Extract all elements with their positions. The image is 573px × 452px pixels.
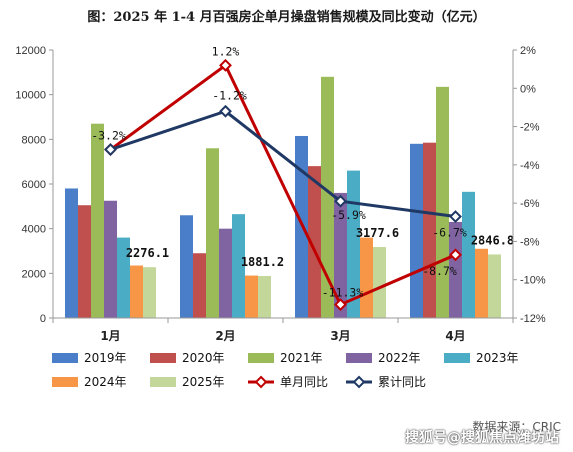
y-axis-tick-label: 6000: [22, 179, 46, 191]
bar: [321, 76, 334, 318]
legend-label: 2024年: [84, 375, 127, 389]
y2-axis-tick-label: -4%: [520, 160, 540, 172]
line-series: [109, 63, 457, 307]
legend-swatch: [52, 353, 78, 363]
bar: [130, 265, 143, 318]
bar-value-label: 3177.6: [356, 226, 399, 240]
bar: [180, 215, 193, 318]
legend-label: 2021年: [280, 351, 323, 365]
legend-swatch: [52, 377, 78, 387]
legend-label: 累计同比: [378, 375, 426, 389]
line-value-label: -3.2%: [91, 129, 126, 143]
watermark: 搜狐号@搜狐焦点潍坊站: [405, 430, 559, 446]
bar: [334, 192, 347, 318]
bar: [449, 221, 462, 318]
bar: [65, 188, 78, 318]
line-point: [334, 298, 347, 312]
line-series: [110, 109, 456, 219]
y2-axis-tick-label: -2%: [520, 122, 540, 134]
bar: [410, 143, 423, 318]
y2-axis-tick-label: -8%: [520, 236, 540, 248]
line-point: [104, 143, 117, 156]
bar: [193, 253, 206, 318]
line-point: [219, 104, 232, 118]
chart-title: 图：2025 年 1-4 月百强房企单月操盘销售规模及同比变动（亿元）: [87, 10, 486, 25]
bar-value-label: 1881.2: [241, 255, 284, 269]
y2-axis-tick-label: 0%: [520, 83, 536, 95]
y-axis-tick-label: 0: [40, 313, 46, 325]
source-text: 数据来源：CRIC: [472, 420, 561, 434]
line-value-label: -5.9%: [331, 208, 366, 222]
bar: [462, 191, 475, 318]
legend-label: 2022年: [378, 351, 421, 365]
bar: [347, 170, 360, 318]
y-axis-tick-label: 4000: [22, 224, 46, 236]
line-point: [449, 248, 462, 262]
line-value-label: -6.7%: [432, 226, 467, 240]
bar: [423, 142, 436, 318]
y2-axis-tick-label: -6%: [520, 198, 540, 210]
x-axis-category-label: 4月: [445, 329, 465, 343]
bar: [78, 205, 91, 318]
bar: [219, 228, 232, 318]
y2-axis-tick-label: -12%: [520, 313, 546, 325]
bar: [295, 135, 308, 318]
y-axis-tick-label: 12000: [15, 45, 46, 57]
bar: [488, 254, 501, 318]
bar: [143, 267, 156, 318]
legend-marker: [352, 375, 366, 389]
line-value-label: -1.2%: [212, 88, 247, 102]
x-axis-category-label: 3月: [330, 329, 350, 343]
y-axis-tick-label: 10000: [15, 90, 46, 102]
bar: [258, 275, 271, 318]
y-axis-tick-label: 8000: [22, 134, 46, 146]
bar: [245, 275, 258, 318]
legend-label: 2019年: [84, 351, 127, 365]
x-axis-category-label: 1月: [100, 329, 120, 343]
legend-swatch: [248, 353, 274, 363]
legend-label: 2023年: [476, 351, 519, 365]
line-value-label: -11.3%: [322, 286, 364, 300]
bar: [91, 123, 104, 318]
legend-label: 2020年: [182, 351, 225, 365]
line-point: [334, 194, 347, 208]
bar: [308, 166, 321, 318]
bar: [232, 214, 245, 318]
bar: [360, 237, 373, 318]
legend-label: 2025年: [182, 375, 225, 389]
bar: [117, 237, 130, 318]
bar-value-label: 2276.1: [126, 246, 169, 260]
bar: [206, 148, 219, 318]
bar: [104, 200, 117, 318]
bar: [475, 248, 488, 318]
legend-swatch: [346, 353, 372, 363]
line-value-label: -8.7%: [422, 264, 457, 278]
bar: [436, 86, 449, 318]
legend-swatch: [444, 353, 470, 363]
y2-axis-tick-label: 2%: [520, 45, 536, 57]
line-point: [219, 58, 232, 72]
bar-value-label: 2846.8: [471, 233, 514, 247]
y2-axis-tick-label: -10%: [520, 275, 546, 287]
legend-swatch: [150, 353, 176, 363]
legend-marker: [254, 375, 268, 389]
y-axis-tick-label: 2000: [22, 268, 46, 280]
legend-swatch: [150, 377, 176, 387]
bar: [373, 247, 386, 318]
legend-label: 单月同比: [280, 375, 328, 389]
line-value-label: 1.2%: [212, 44, 240, 58]
x-axis-category-label: 2月: [215, 329, 235, 343]
line-point: [449, 210, 462, 223]
